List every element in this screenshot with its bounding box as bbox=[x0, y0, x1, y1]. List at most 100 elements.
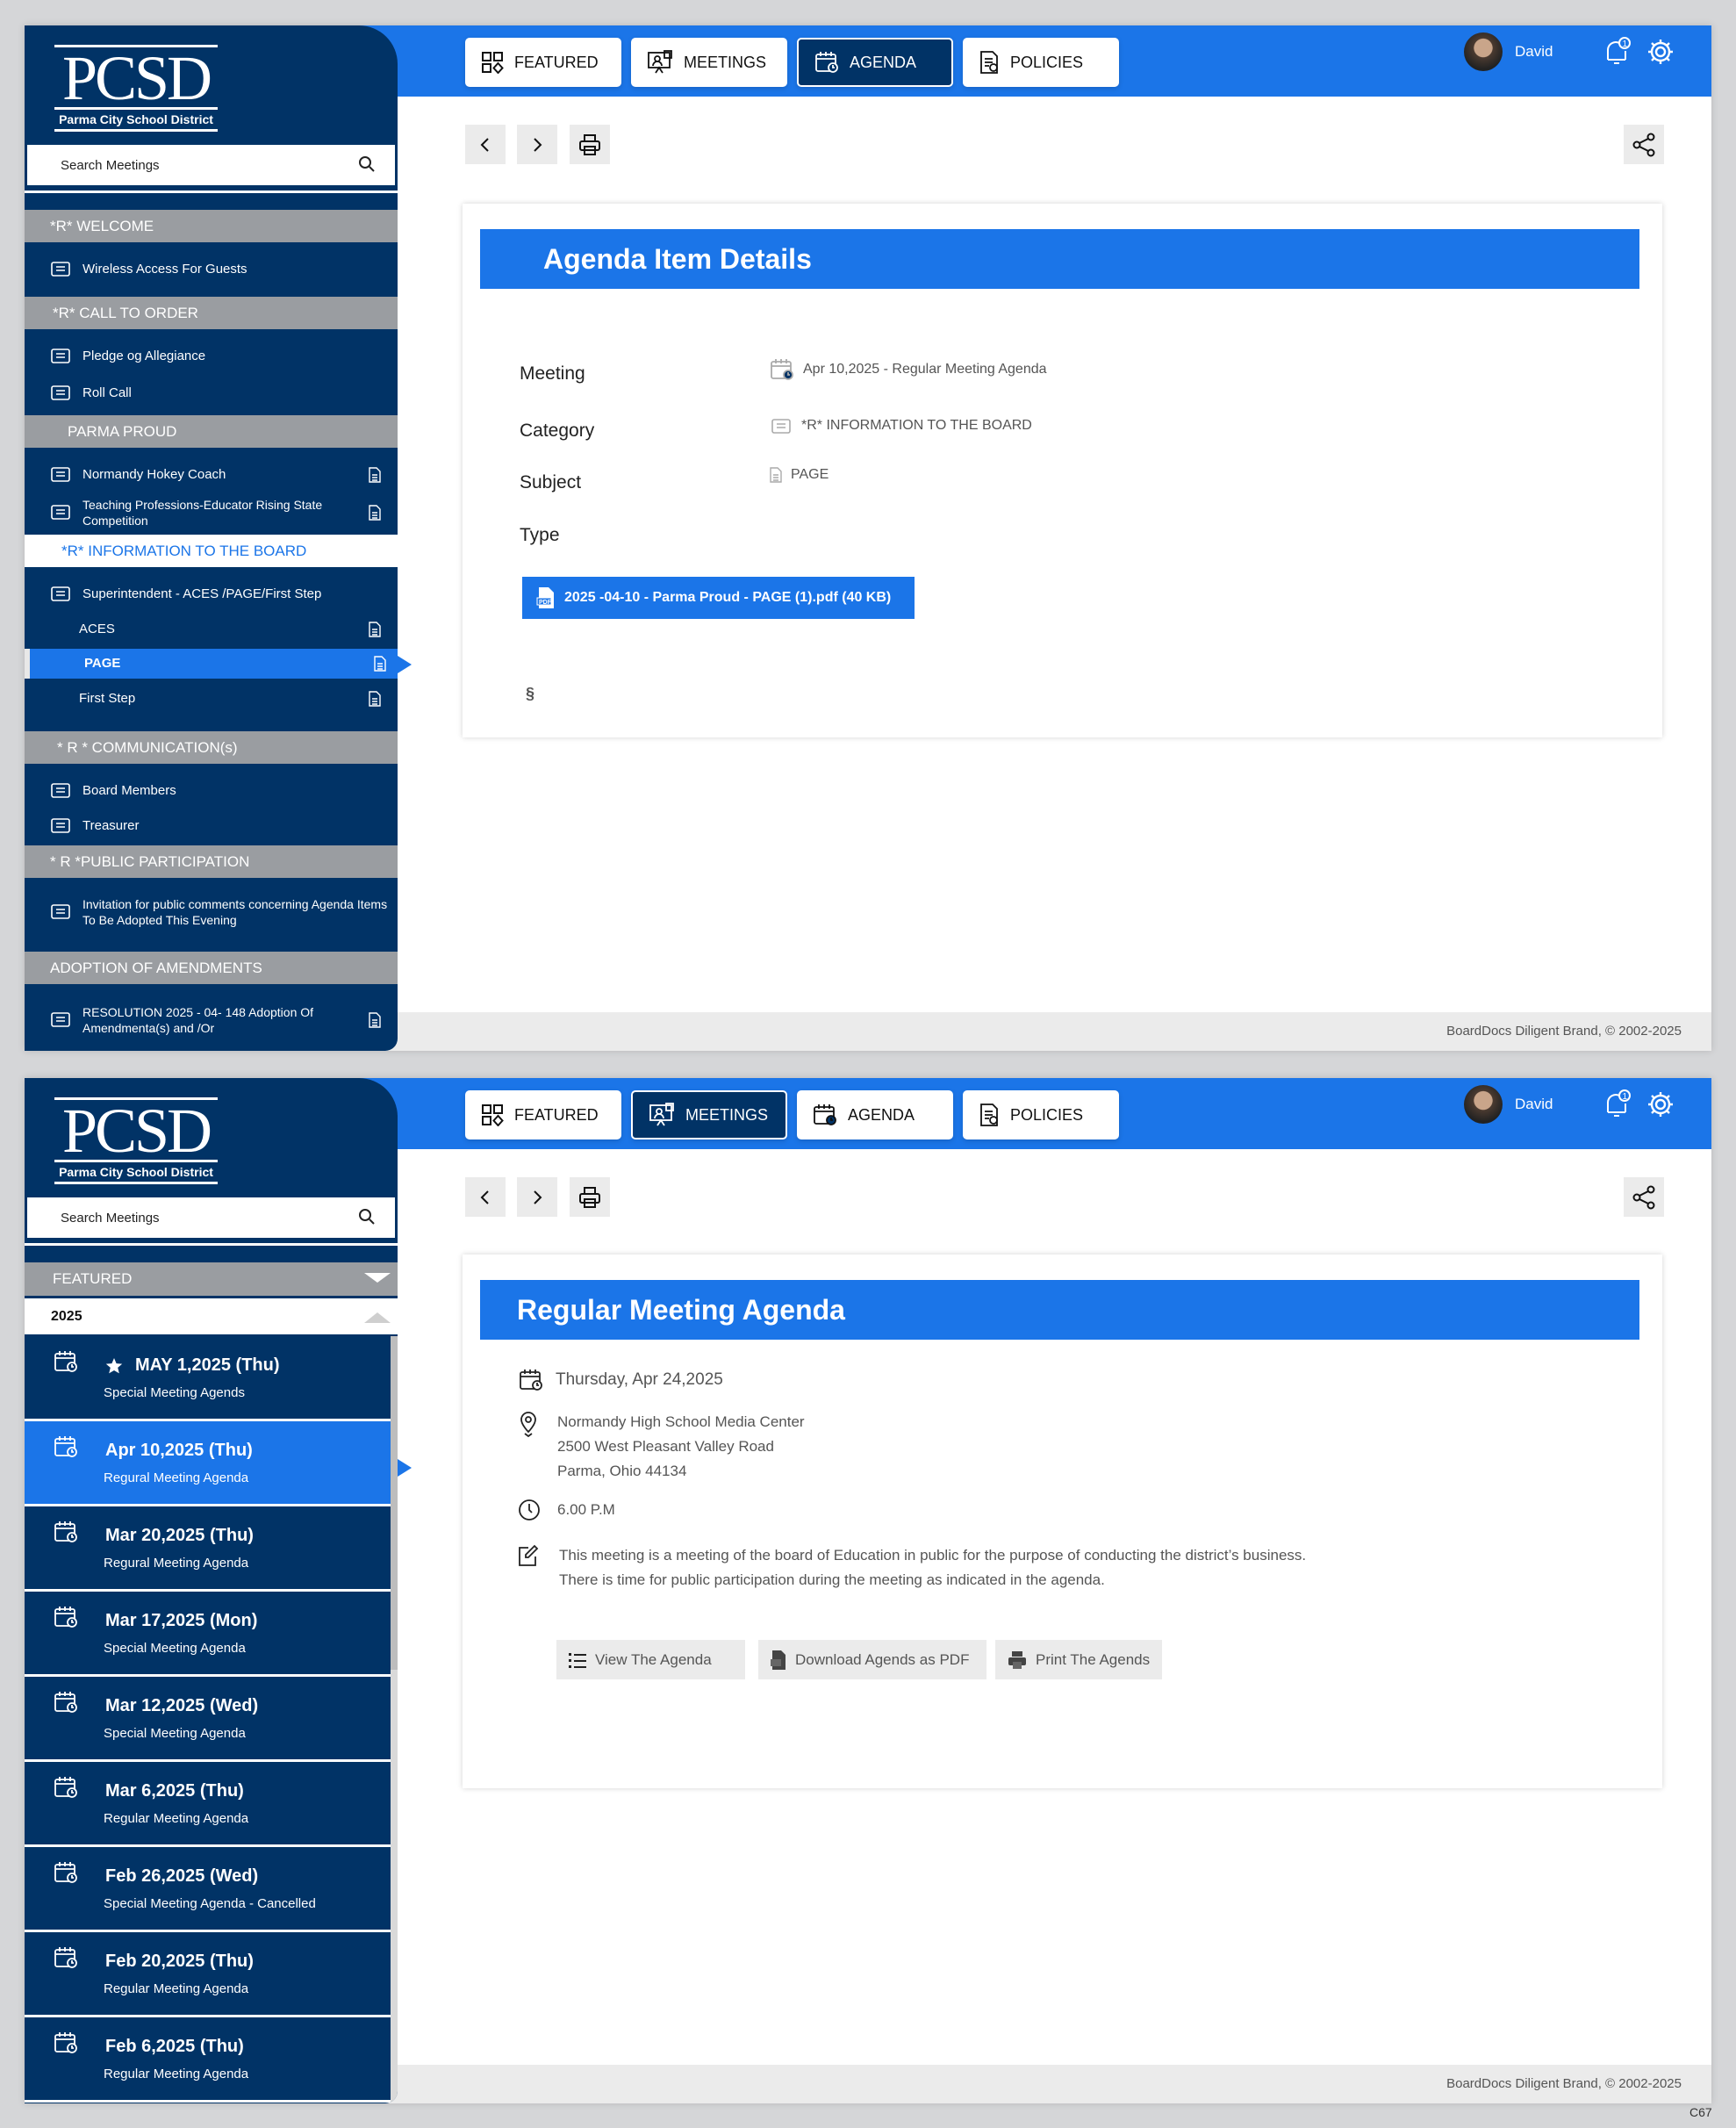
calendar-icon bbox=[770, 358, 794, 381]
meeting-list-item[interactable]: Mar 6,2025 (Thu) Regular Meeting Agenda bbox=[25, 1762, 391, 1847]
next-button[interactable] bbox=[517, 125, 557, 164]
calendar-icon bbox=[519, 1369, 543, 1396]
document-icon[interactable] bbox=[369, 467, 381, 483]
tab-featured[interactable]: FEATURED bbox=[465, 38, 621, 87]
section-header[interactable]: PARMA PROUD bbox=[25, 415, 398, 448]
button-label: Print The Agends bbox=[1036, 1650, 1151, 1668]
document-icon[interactable] bbox=[369, 1012, 381, 1028]
notification-bell-icon[interactable]: 1 bbox=[1601, 1089, 1632, 1125]
sub-item[interactable]: First Step bbox=[25, 686, 398, 712]
download-pdf-button[interactable]: Download Agends as PDF bbox=[758, 1640, 986, 1679]
agenda-item[interactable]: Invitation for public comments concernin… bbox=[25, 892, 398, 932]
section-header[interactable]: * R * COMMUNICATION(s) bbox=[25, 731, 398, 764]
settings-gear-icon[interactable] bbox=[1645, 36, 1676, 72]
search-icon[interactable] bbox=[358, 1208, 376, 1229]
previous-button[interactable] bbox=[465, 1177, 506, 1217]
print-button[interactable] bbox=[570, 125, 610, 164]
agenda-item[interactable]: Treasurer bbox=[25, 813, 398, 839]
calendar-icon bbox=[54, 1606, 78, 1628]
meeting-type: Special Meeting Agenda bbox=[104, 1726, 246, 1741]
search-input[interactable]: Search Meetings bbox=[27, 145, 395, 185]
item-label: First Step bbox=[79, 691, 136, 706]
tab-label: FEATURED bbox=[514, 53, 599, 71]
search-icon[interactable] bbox=[358, 155, 376, 176]
print-agenda-button[interactable]: Print The Agends bbox=[995, 1640, 1162, 1679]
meeting-list-item[interactable]: Mar 17,2025 (Mon) Special Meeting Agenda bbox=[25, 1592, 391, 1677]
section-header[interactable]: *R* CALL TO ORDER bbox=[25, 297, 398, 329]
agenda-item[interactable]: RESOLUTION 2025 - 04- 148 Adoption Of Am… bbox=[25, 1000, 398, 1040]
meeting-type: Regural Meeting Agenda bbox=[104, 1470, 249, 1485]
year-row[interactable]: 2025 bbox=[25, 1298, 398, 1334]
search-placeholder: Search Meetings bbox=[61, 157, 160, 173]
sidebar-divider bbox=[25, 191, 398, 193]
tab-meetings[interactable]: MEETINGS bbox=[631, 1090, 787, 1139]
hockey-icon bbox=[49, 464, 74, 486]
featured-header[interactable]: FEATURED bbox=[25, 1262, 398, 1296]
meeting-list-item[interactable]: Feb 20,2025 (Thu) Regular Meeting Agenda bbox=[25, 1932, 391, 2017]
section-header[interactable]: * R *PUBLIC PARTICIPATION bbox=[25, 845, 398, 878]
user-name[interactable]: David bbox=[1515, 1096, 1553, 1112]
date-text: Mar 6,2025 (Thu) bbox=[105, 1781, 244, 1801]
calendar-icon bbox=[54, 2031, 78, 2054]
sub-item[interactable]: ACES bbox=[25, 616, 398, 643]
agenda-item[interactable]: Roll Call bbox=[25, 380, 398, 406]
tab-featured[interactable]: FEATURED bbox=[465, 1090, 621, 1139]
meeting-list-item[interactable]: Feb 26,2025 (Wed) Special Meeting Agenda … bbox=[25, 1847, 391, 1932]
tab-policies[interactable]: POLICIES bbox=[963, 38, 1119, 87]
print-button[interactable] bbox=[570, 1177, 610, 1217]
search-input[interactable]: Search Meetings bbox=[27, 1197, 395, 1238]
agenda-item[interactable]: Normandy Hokey Coach bbox=[25, 462, 398, 488]
user-name[interactable]: David bbox=[1515, 43, 1553, 60]
tab-policies[interactable]: POLICIES bbox=[963, 1090, 1119, 1139]
settings-gear-icon[interactable] bbox=[1645, 1089, 1676, 1125]
tab-label: MEETINGS bbox=[684, 53, 767, 71]
location-pin-icon bbox=[519, 1411, 538, 1441]
item-label: Normandy Hokey Coach bbox=[82, 467, 226, 482]
agenda-item[interactable]: Board Members bbox=[25, 778, 398, 804]
section-header[interactable]: *R* WELCOME bbox=[25, 210, 398, 242]
calendar-icon bbox=[54, 1521, 78, 1543]
tab-agenda[interactable]: AGENDA bbox=[797, 38, 953, 87]
expand-arrow-icon[interactable] bbox=[364, 1311, 391, 1323]
view-agenda-button[interactable]: View The Agenda bbox=[556, 1640, 745, 1679]
share-button[interactable] bbox=[1624, 1177, 1664, 1217]
meeting-list-item[interactable]: Apr 10,2025 (Thu) Regural Meeting Agenda bbox=[25, 1421, 391, 1506]
share-button[interactable] bbox=[1624, 125, 1664, 164]
meeting-list-item[interactable]: Mar 12,2025 (Wed) Special Meeting Agenda bbox=[25, 1677, 391, 1762]
sidebar-scrollbar[interactable] bbox=[391, 1336, 398, 2103]
document-icon[interactable] bbox=[369, 691, 381, 707]
tab-agenda[interactable]: AGENDA bbox=[797, 1090, 953, 1139]
scrollbar-thumb[interactable] bbox=[391, 1336, 398, 1670]
agenda-item[interactable]: Teaching Professions-Educator Rising Sta… bbox=[25, 492, 398, 533]
tab-meetings[interactable]: MEETINGS bbox=[631, 38, 787, 87]
agenda-item[interactable]: Wireless Access For Guests bbox=[25, 256, 398, 283]
document-icon[interactable] bbox=[369, 622, 381, 637]
pcsd-logo: PCSD Parma City School District bbox=[54, 1097, 218, 1184]
agenda-item[interactable]: Superintendent - ACES /PAGE/First Step bbox=[25, 581, 398, 607]
meeting-list-item[interactable]: MAY 1,2025 (Thu) Special Meeting Agends bbox=[25, 1336, 391, 1421]
previous-button[interactable] bbox=[465, 125, 506, 164]
meeting-type: Regular Meeting Agenda bbox=[104, 2067, 249, 2081]
section-header[interactable]: ADOPTION OF AMENDMENTS bbox=[25, 952, 398, 984]
meeting-list-item[interactable]: Mar 20,2025 (Thu) Regural Meeting Agenda bbox=[25, 1506, 391, 1592]
agenda-item[interactable]: Pledge og Allegiance bbox=[25, 343, 398, 370]
document-icon[interactable] bbox=[374, 656, 386, 672]
corner-code: C67 bbox=[1689, 2105, 1712, 2119]
meeting-list-item[interactable]: Feb 6,2025 (Thu) Regular Meeting Agenda bbox=[25, 2017, 391, 2103]
document-icon[interactable] bbox=[369, 505, 381, 521]
section-header[interactable]: *R* INFORMATION TO THE BOARD bbox=[25, 535, 398, 567]
collapse-arrow-icon[interactable] bbox=[364, 1271, 391, 1283]
avatar[interactable] bbox=[1464, 32, 1503, 71]
list-icon bbox=[569, 1652, 586, 1668]
subject-value: PAGE bbox=[770, 467, 829, 483]
notification-bell-icon[interactable]: 1 bbox=[1601, 36, 1632, 72]
next-button[interactable] bbox=[517, 1177, 557, 1217]
pdf-icon: PDF bbox=[536, 586, 556, 609]
sub-item[interactable]: PAGE bbox=[25, 649, 398, 679]
clock-icon bbox=[518, 1499, 541, 1526]
attachment-link[interactable]: PDF 2025 -04-10 - Parma Proud - PAGE (1).… bbox=[522, 577, 915, 619]
svg-text:1: 1 bbox=[1623, 40, 1628, 49]
logo-text: PCSD bbox=[54, 1097, 218, 1162]
meetings-window: PCSD Parma City School District Search Mee… bbox=[25, 1078, 1711, 2103]
avatar[interactable] bbox=[1464, 1085, 1503, 1124]
